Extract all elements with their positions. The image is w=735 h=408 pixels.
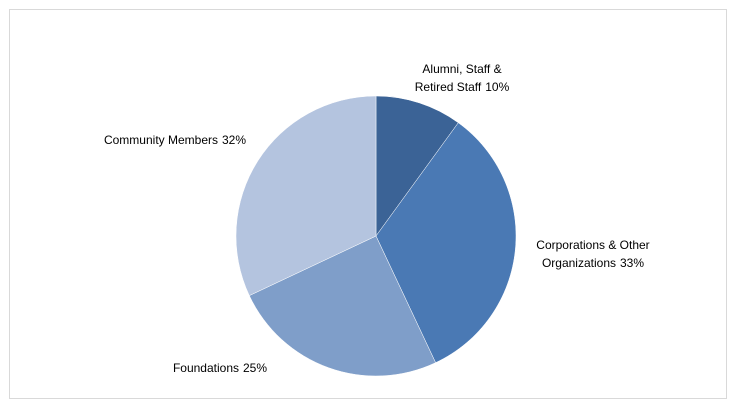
value-label: 32% bbox=[222, 133, 247, 147]
pie-slice bbox=[235, 95, 377, 296]
pie-slice bbox=[375, 95, 459, 237]
value-label: 25% bbox=[243, 361, 268, 375]
category-label: Community Members bbox=[103, 133, 218, 147]
pie-slice bbox=[248, 235, 436, 377]
pie-slice bbox=[375, 122, 517, 364]
data-label: Community Members 32% bbox=[95, 131, 255, 149]
value-label: 10% bbox=[485, 80, 510, 94]
category-label: Foundations bbox=[172, 361, 239, 375]
data-label: Alumni, Staff & Retired Staff 10% bbox=[403, 60, 521, 96]
data-label: Corporations & Other Organizations 33% bbox=[515, 236, 671, 272]
category-label: Alumni, Staff & Retired Staff bbox=[414, 62, 502, 94]
value-label: 33% bbox=[620, 256, 645, 270]
category-label: Corporations & Other Organizations bbox=[536, 238, 650, 270]
data-label: Foundations 25% bbox=[150, 359, 290, 377]
